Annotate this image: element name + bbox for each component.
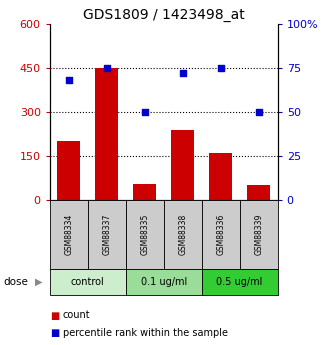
Text: GSM88336: GSM88336 (216, 214, 225, 255)
Text: GSM88334: GSM88334 (64, 214, 73, 255)
Title: GDS1809 / 1423498_at: GDS1809 / 1423498_at (83, 8, 245, 22)
Bar (171, 130, 194, 200)
Text: GSM88337: GSM88337 (102, 214, 111, 255)
Point (66, 78, 71, 83)
Bar (57, 141, 80, 200)
Bar (95, 68, 118, 200)
Text: dose: dose (3, 277, 28, 287)
Bar (209, 153, 232, 200)
Point (180, 71, 185, 76)
Point (218, 66, 223, 71)
Text: ■: ■ (50, 310, 59, 321)
Text: count: count (63, 310, 90, 321)
Text: percentile rank within the sample: percentile rank within the sample (63, 328, 228, 338)
Text: ■: ■ (50, 328, 59, 338)
Text: ▶: ▶ (35, 277, 42, 287)
Text: control: control (71, 277, 105, 287)
Text: GSM88339: GSM88339 (254, 214, 263, 255)
Text: 0.5 ug/ml: 0.5 ug/ml (216, 277, 263, 287)
Bar (133, 184, 156, 200)
Point (142, 109, 147, 115)
Text: 0.1 ug/ml: 0.1 ug/ml (141, 277, 187, 287)
Bar (247, 186, 270, 200)
Text: GSM88335: GSM88335 (140, 214, 149, 255)
Text: GSM88338: GSM88338 (178, 214, 187, 255)
Point (104, 66, 109, 71)
Point (256, 109, 261, 115)
